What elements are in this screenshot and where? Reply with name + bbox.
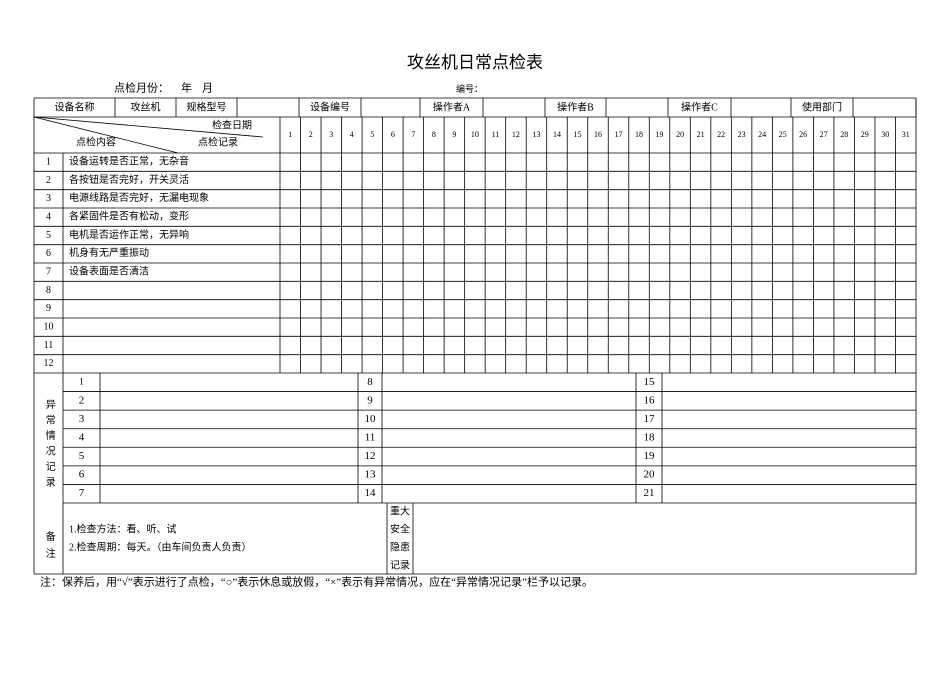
abnormal-number: 9 [367,394,373,406]
hazard-label: 重大 [390,504,410,517]
day-number: 18 [635,130,643,139]
day-number: 2 [309,130,313,139]
day-number: 1 [288,130,292,139]
day-number: 9 [452,130,456,139]
remark-line: 1.检查方法：看、听、试 [69,522,177,535]
form-title: 攻丝机日常点检表 [407,53,543,72]
item-number: 4 [46,211,51,222]
day-number: 22 [717,130,725,139]
item-number: 8 [46,285,51,296]
hazard-label: 隐患 [390,541,410,553]
info-cell: 设备名称 [55,100,95,113]
item-content: 电源线路是否完好，无漏电现象 [69,191,209,204]
rule [33,116,179,154]
day-number: 3 [329,130,333,139]
number-label: 编号： [456,83,483,94]
day-number: 25 [779,130,787,139]
day-number: 31 [902,130,910,139]
remarks-label: 备注 [43,530,55,565]
month-label: 点检月份： [114,81,169,95]
abnormal-number: 21 [644,487,655,499]
item-number: 6 [46,248,51,259]
info-cell: 使用部门 [802,100,842,113]
abnormal-number: 5 [79,450,85,462]
item-content: 机身有无严重振动 [69,246,149,259]
day-number: 16 [594,130,602,139]
day-number: 19 [656,130,664,139]
date-header: 检查日期 [212,118,252,131]
day-number: 26 [799,130,807,139]
item-content: 设备运转是否正常，无杂音 [69,154,189,167]
item-content: 各按钮是否完好，开关灵活 [69,173,189,186]
day-number: 30 [881,130,889,139]
day-number: 27 [820,130,828,139]
remark-line: 2.检查周期：每天。（由车间负责人负责） [69,540,252,553]
abnormal-number: 10 [365,413,377,425]
abnormal-label: 异常情况记录 [43,399,55,492]
abnormal-number: 17 [644,413,656,425]
day-number: 29 [861,130,869,139]
info-cell: 设备编号 [310,100,350,113]
day-number: 8 [432,130,436,139]
item-content: 设备表面是否清洁 [69,264,149,277]
rule [33,116,264,138]
item-number: 5 [46,230,51,241]
abnormal-number: 1 [79,376,84,386]
day-number: 5 [370,130,374,139]
abnormal-number: 7 [79,487,85,499]
month-unit: 月 [202,83,213,95]
info-cell: 操作者C [681,100,718,113]
day-number: 15 [573,130,581,139]
abnormal-number: 2 [79,394,85,406]
abnormal-number: 3 [79,413,85,425]
day-number: 17 [615,130,623,139]
item-content: 电机是否运作正常，无异响 [69,228,189,241]
day-number: 23 [738,130,746,139]
abnormal-number: 16 [644,394,656,406]
content-header: 点检内容 [76,135,116,148]
day-number: 13 [532,130,540,139]
item-number: 7 [46,266,51,277]
hazard-label: 记录 [390,559,410,571]
item-number: 12 [44,358,54,369]
abnormal-number: 11 [365,432,376,444]
item-number: 11 [44,340,54,351]
info-cell: 规格型号 [187,100,227,113]
day-number: 11 [492,130,500,139]
abnormal-number: 14 [365,487,377,499]
info-cell: 操作者B [557,100,594,113]
day-number: 6 [391,130,395,139]
day-number: 12 [512,130,520,139]
item-content: 各紧固件是否有松动，变形 [69,209,189,222]
day-number: 28 [840,130,848,139]
abnormal-number: 20 [644,469,656,481]
footer-note: 注：保养后，用“√”表示进行了点检，“○”表示休息或放假，“×”表示有异常情况，… [40,575,593,589]
year-label: 年 [181,81,192,95]
item-number: 10 [44,321,54,332]
day-number: 20 [676,130,684,139]
abnormal-number: 12 [365,450,376,462]
day-number: 24 [758,130,766,139]
abnormal-number: 19 [644,450,656,462]
day-number: 21 [697,130,705,139]
day-number: 7 [411,130,415,139]
day-number: 4 [350,130,354,139]
day-number: 10 [471,130,479,139]
item-number: 2 [46,175,51,186]
abnormal-number: 18 [644,432,656,444]
record-header: 点检记录 [198,135,238,148]
info-cell: 操作者A [433,100,471,113]
day-number: 14 [553,130,561,139]
abnormal-number: 13 [365,469,377,481]
info-cell: 攻丝机 [131,100,161,113]
item-number: 3 [46,193,51,204]
hazard-label: 安全 [390,522,410,535]
abnormal-number: 8 [367,376,373,388]
abnormal-number: 4 [79,432,85,444]
abnormal-number: 6 [79,469,85,481]
abnormal-number: 15 [644,376,656,388]
item-number: 1 [46,156,51,167]
item-number: 9 [46,303,51,314]
